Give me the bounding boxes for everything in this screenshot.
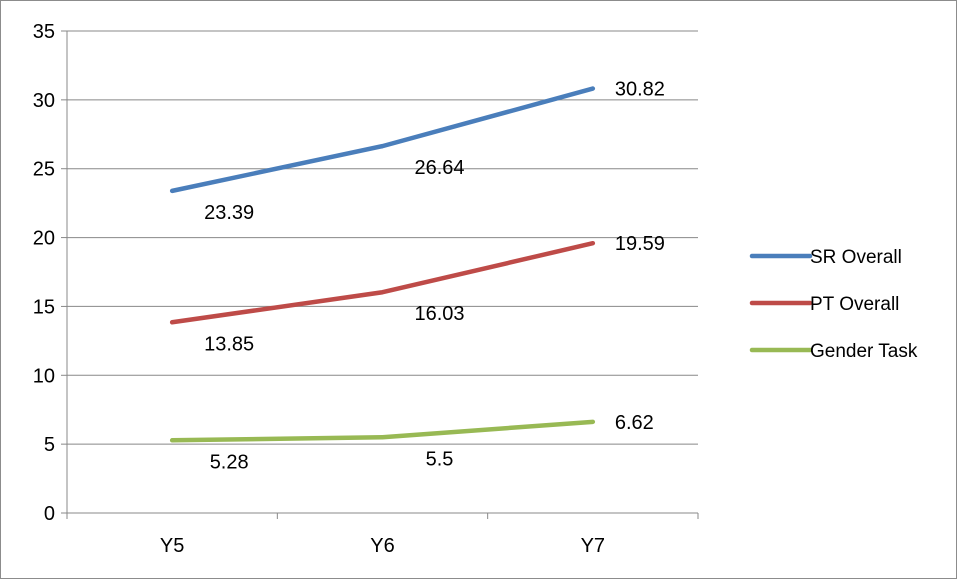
series-line	[169, 419, 596, 443]
y-tick-label: 5	[44, 434, 55, 456]
gridlines	[67, 30, 698, 445]
legend-label: PT Overall	[810, 294, 899, 315]
y-tick-label: 15	[33, 296, 55, 318]
data-label: 30.82	[615, 79, 665, 101]
data-label: 26.64	[414, 157, 464, 179]
legend-label: Gender Task	[810, 341, 918, 362]
legend-label: SR Overall	[810, 247, 902, 268]
data-label: 5.5	[426, 448, 454, 470]
data-label: 19.59	[615, 233, 665, 255]
data-label: 5.28	[210, 451, 249, 473]
series-line	[169, 240, 596, 325]
y-tick-label: 25	[33, 159, 55, 181]
y-tick-label: 10	[33, 365, 55, 387]
x-tick-label: Y7	[581, 535, 605, 557]
legend: SR Overall PT Overall Gender Task	[749, 247, 918, 362]
data-label: 6.62	[615, 412, 654, 434]
data-label: 23.39	[204, 202, 254, 224]
y-tick-label: 20	[33, 228, 55, 250]
data-labels: 23.39 26.64 30.82 13.85 16.03 19.59 5.28 5.5 6.6…	[204, 79, 665, 474]
y-tick-label: 35	[33, 21, 55, 43]
x-axis-ticks: Y5 Y6 Y7	[160, 535, 605, 557]
data-label: 16.03	[414, 303, 464, 325]
y-axis-ticks: 0 5 10 15 20 25 30 35	[33, 21, 55, 525]
x-tick-label: Y6	[370, 535, 394, 557]
series-lines	[169, 86, 596, 443]
series-line	[169, 86, 596, 194]
y-tick-label: 0	[44, 503, 55, 525]
data-label: 13.85	[204, 333, 254, 355]
x-tick-label: Y5	[160, 535, 184, 557]
y-tick-label: 30	[33, 90, 55, 112]
axes	[61, 30, 699, 519]
